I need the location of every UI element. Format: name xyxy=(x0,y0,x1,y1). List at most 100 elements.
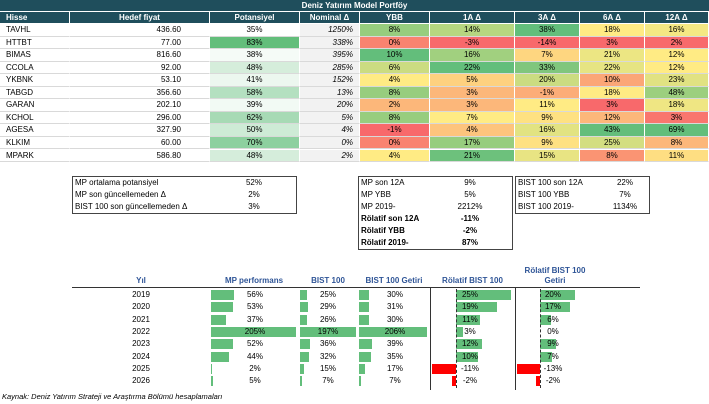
summary-value: 3% xyxy=(248,202,260,211)
summary-value: 52% xyxy=(245,178,262,187)
column-header: Nominal Δ xyxy=(300,12,360,23)
data-bar xyxy=(540,290,576,300)
data-bar xyxy=(540,314,551,325)
summary-value: 2212% xyxy=(457,202,483,211)
table-cell: 395% xyxy=(300,49,360,62)
table-cell: 7% xyxy=(515,49,580,62)
data-bar xyxy=(456,339,483,350)
year: 2020 xyxy=(132,302,150,312)
table-cell: 9% xyxy=(515,136,580,150)
table-cell: 21% xyxy=(430,149,515,163)
summary-value: 87% xyxy=(461,238,478,247)
table-cell: 23% xyxy=(645,74,709,87)
data-bar xyxy=(211,351,230,362)
data-bar xyxy=(456,326,463,337)
source-note: Kaynak: Deniz Yatırım Strateji ve Araştı… xyxy=(2,392,223,401)
cell-value: 44% xyxy=(246,351,263,361)
table-cell: 2% xyxy=(360,99,430,112)
cell-value: 6% xyxy=(547,314,559,324)
table-cell: 4% xyxy=(360,74,430,87)
table-cell: 18% xyxy=(645,99,709,112)
table-cell: 38% xyxy=(515,24,580,37)
data-bar xyxy=(300,290,308,300)
summary-box xyxy=(358,176,513,250)
table-cell: 3% xyxy=(580,99,645,112)
cell-value: 19% xyxy=(461,302,478,312)
table-cell: 356.60 xyxy=(70,86,210,100)
summary-label: MP ortalama potansiyel xyxy=(75,178,159,187)
table-cell: 83% xyxy=(210,36,300,50)
cell-value: -11% xyxy=(460,363,480,373)
data-bar xyxy=(211,363,212,374)
table-cell: 50% xyxy=(210,124,300,137)
table-cell: 69% xyxy=(645,124,709,137)
cell-value: 52% xyxy=(246,339,263,349)
data-bar xyxy=(359,326,427,337)
table-cell: 3% xyxy=(430,86,515,100)
column-header: 6A Δ xyxy=(580,12,645,23)
table-cell: 48% xyxy=(210,149,300,163)
table-cell: 16% xyxy=(645,24,709,37)
table-cell: 5% xyxy=(430,74,515,87)
table-cell: 70% xyxy=(210,136,300,150)
cell-value: -2% xyxy=(545,376,561,386)
column-header: 1A Δ xyxy=(430,12,515,23)
summary-label: BIST 100 2019- xyxy=(518,202,574,211)
cell-value: 53% xyxy=(246,302,263,312)
data-bar xyxy=(536,376,540,387)
table-cell: 3% xyxy=(430,99,515,112)
table-cell: 0% xyxy=(360,36,430,50)
table-cell: 8% xyxy=(645,136,709,150)
summary-label: BIST 100 YBB xyxy=(518,190,570,199)
cell-value: 35% xyxy=(386,351,403,361)
table-cell: BIMAS xyxy=(0,49,70,62)
column-header: BIST 100 xyxy=(311,276,345,285)
cell-value: 7% xyxy=(389,376,401,386)
cell-value: 197% xyxy=(317,326,339,336)
table-cell: 41% xyxy=(210,74,300,87)
cell-value: 56% xyxy=(246,290,263,299)
table-cell: 12% xyxy=(580,111,645,125)
table-cell: 2% xyxy=(645,36,709,50)
table-cell: GARAN xyxy=(0,99,70,112)
table-cell: 38% xyxy=(210,49,300,62)
table-cell: 296.00 xyxy=(70,111,210,125)
table-cell: KCHOL xyxy=(0,111,70,125)
data-bar xyxy=(359,290,369,300)
table-cell: 12% xyxy=(645,61,709,75)
summary-box xyxy=(515,176,650,214)
table-cell: 43% xyxy=(580,124,645,137)
table-cell: 4% xyxy=(360,149,430,163)
cell-value: 205% xyxy=(244,326,266,336)
table-cell: 0% xyxy=(300,136,360,150)
table-cell: 11% xyxy=(515,99,580,112)
summary-label: Rölatif 2019- xyxy=(361,238,409,247)
cell-value: -13% xyxy=(543,363,563,373)
table-cell: 11% xyxy=(645,149,709,163)
table-cell: -3% xyxy=(430,36,515,50)
table-cell: HTTBT xyxy=(0,36,70,50)
column-header: Rölatif BIST 100 xyxy=(442,276,503,285)
divider xyxy=(515,288,516,390)
data-bar xyxy=(540,302,571,313)
cell-value: 37% xyxy=(246,314,263,324)
column-header: 12A Δ xyxy=(645,12,709,23)
cell-value: 29% xyxy=(319,302,336,312)
table-cell: TABGD xyxy=(0,86,70,100)
column-header: Hedef fiyat xyxy=(70,12,210,23)
header-rule xyxy=(72,287,640,288)
data-bar xyxy=(211,290,235,300)
table-cell: 6% xyxy=(360,61,430,75)
table-cell: 7% xyxy=(430,111,515,125)
data-bar xyxy=(451,376,456,387)
summary-label: MP 2019- xyxy=(361,202,396,211)
cell-value: 30% xyxy=(386,290,403,299)
summary-value: -11% xyxy=(460,214,480,223)
data-bar xyxy=(456,290,511,300)
cell-value: 17% xyxy=(386,363,403,373)
data-bar xyxy=(359,376,362,387)
cell-value: 20% xyxy=(544,290,561,299)
cell-value: 26% xyxy=(319,314,336,324)
summary-label: MP son güncellemeden Δ xyxy=(75,190,167,199)
